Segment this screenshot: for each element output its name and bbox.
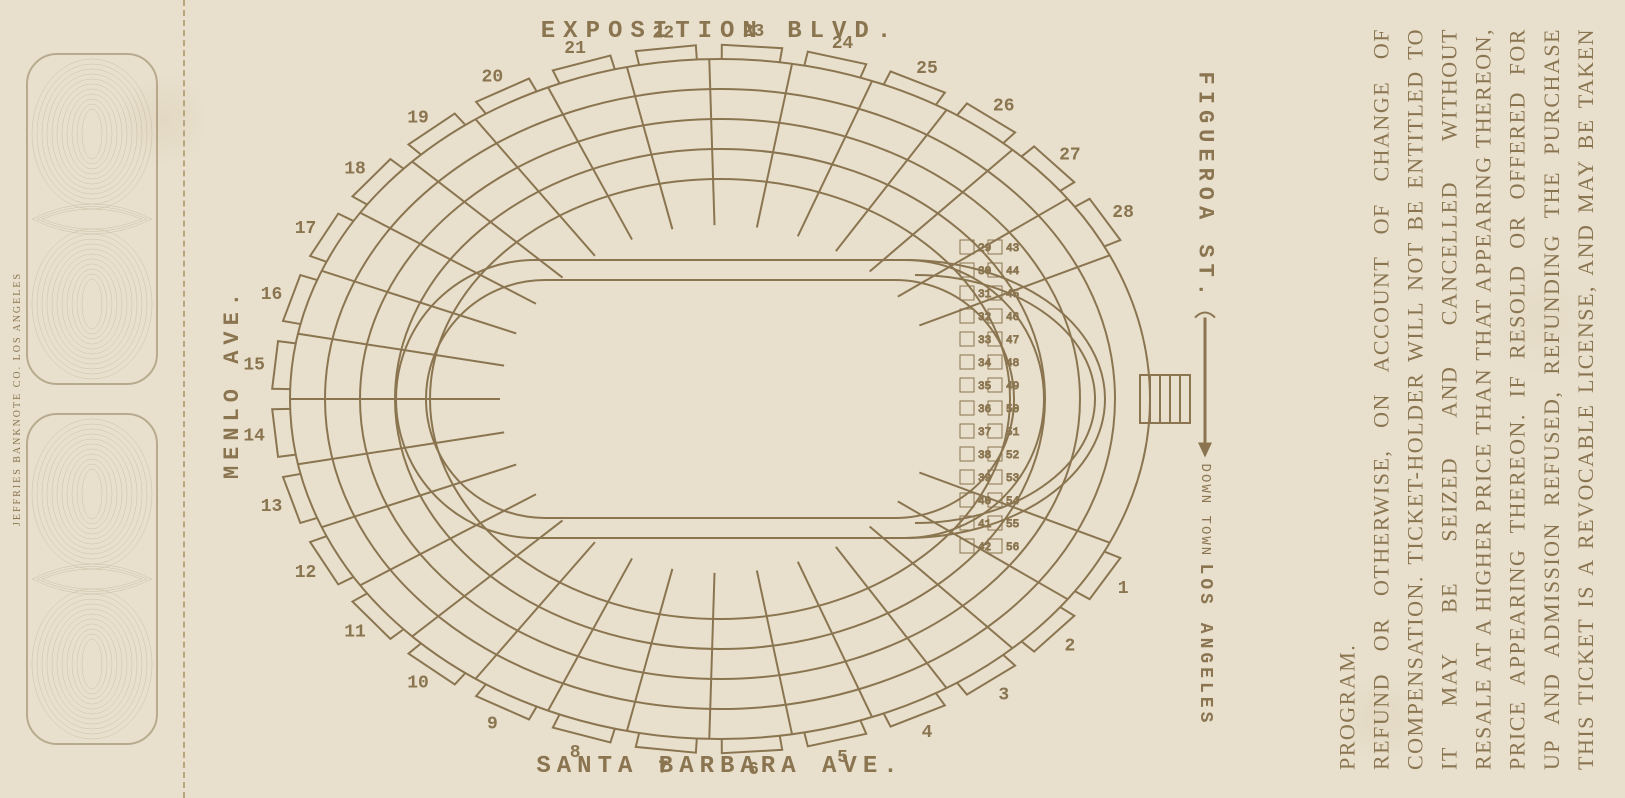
svg-text:35: 35 <box>978 381 991 393</box>
svg-text:54: 54 <box>1006 496 1020 508</box>
terms-area: THIS TICKET IS A REVOCABLE LICENSE, AND … <box>1255 0 1625 798</box>
svg-text:12: 12 <box>295 563 317 583</box>
downtown-label: DOWN TOWN <box>1197 464 1213 558</box>
stadium-diagram: 1234567891011121314151617181920212223242… <box>185 0 1255 798</box>
svg-text:56: 56 <box>1006 542 1019 554</box>
svg-text:14: 14 <box>243 427 265 447</box>
svg-text:38: 38 <box>978 450 991 462</box>
street-left: MENLO AVE. <box>220 287 245 479</box>
city-label: LOS ANGELES <box>1195 564 1215 727</box>
ticket-back: JEFFRIES BANKNOTE CO. LOS ANGELES <box>0 0 1625 798</box>
svg-text:2: 2 <box>1065 637 1076 657</box>
svg-text:1: 1 <box>1118 579 1129 599</box>
svg-text:40: 40 <box>978 496 991 508</box>
svg-text:41: 41 <box>978 519 992 531</box>
svg-text:15: 15 <box>243 355 265 375</box>
svg-text:47: 47 <box>1006 335 1019 347</box>
svg-text:30: 30 <box>978 266 991 278</box>
svg-text:48: 48 <box>1006 358 1019 370</box>
stadium-map-area: EXPOSITION BLVD. SANTA BARBARA AVE. MENL… <box>185 0 1255 798</box>
svg-text:26: 26 <box>993 97 1015 117</box>
svg-text:17: 17 <box>295 219 317 239</box>
svg-text:9: 9 <box>487 714 498 734</box>
svg-text:43: 43 <box>1006 243 1019 255</box>
svg-text:27: 27 <box>1059 145 1081 165</box>
guilloche-pattern <box>17 39 167 759</box>
svg-text:31: 31 <box>978 289 992 301</box>
street-right-group: FIGUEROA ST. DOWN TOWN LOS ANGELES <box>1190 72 1220 727</box>
svg-text:28: 28 <box>1112 203 1134 223</box>
svg-text:13: 13 <box>261 497 283 517</box>
svg-text:19: 19 <box>407 108 429 128</box>
svg-text:39: 39 <box>978 473 991 485</box>
svg-text:34: 34 <box>978 358 992 370</box>
svg-text:29: 29 <box>978 243 991 255</box>
svg-text:20: 20 <box>482 68 504 88</box>
guilloche-top <box>22 49 162 389</box>
svg-text:4: 4 <box>922 723 933 743</box>
street-right: FIGUEROA ST. <box>1193 72 1218 302</box>
svg-text:46: 46 <box>1006 312 1019 324</box>
svg-text:11: 11 <box>344 623 366 643</box>
svg-text:50: 50 <box>1006 404 1019 416</box>
svg-text:3: 3 <box>998 685 1009 705</box>
svg-text:37: 37 <box>978 427 991 439</box>
svg-text:33: 33 <box>978 335 991 347</box>
svg-text:51: 51 <box>1006 427 1020 439</box>
terms-text: THIS TICKET IS A REVOCABLE LICENSE, AND … <box>1265 28 1603 770</box>
street-bottom: SANTA BARBARA AVE. <box>536 753 903 780</box>
svg-text:55: 55 <box>1006 519 1019 531</box>
svg-text:36: 36 <box>978 404 991 416</box>
svg-text:16: 16 <box>261 285 283 305</box>
svg-text:45: 45 <box>1006 289 1019 301</box>
street-top: EXPOSITION BLVD. <box>541 18 899 45</box>
svg-text:32: 32 <box>978 312 991 324</box>
svg-text:49: 49 <box>1006 381 1019 393</box>
svg-text:52: 52 <box>1006 450 1019 462</box>
arrow-icon <box>1190 308 1220 458</box>
guilloche-bottom <box>22 409 162 749</box>
main-content: EXPOSITION BLVD. SANTA BARBARA AVE. MENL… <box>185 0 1625 798</box>
svg-text:25: 25 <box>916 59 938 79</box>
svg-text:10: 10 <box>407 674 429 694</box>
ticket-stub: JEFFRIES BANKNOTE CO. LOS ANGELES <box>0 0 185 798</box>
svg-text:53: 53 <box>1006 473 1019 485</box>
svg-text:18: 18 <box>344 159 366 179</box>
svg-text:42: 42 <box>978 542 991 554</box>
svg-text:44: 44 <box>1006 266 1020 278</box>
